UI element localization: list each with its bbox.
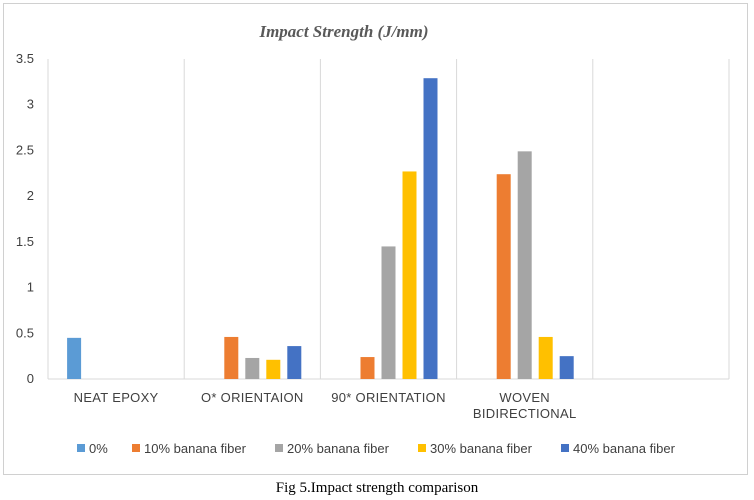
legend-swatch — [132, 444, 140, 452]
legend-swatch — [77, 444, 85, 452]
legend-swatch — [418, 444, 426, 452]
bar — [402, 171, 417, 379]
bar — [496, 174, 511, 379]
bar — [266, 359, 281, 379]
bar — [245, 357, 260, 379]
category-label: O* ORIENTAION — [201, 390, 304, 405]
bar — [517, 151, 532, 379]
bar — [423, 78, 438, 379]
bar — [287, 346, 302, 379]
category-label: 90* ORIENTATION — [331, 390, 446, 405]
figure-caption: Fig 5.Impact strength comparison — [275, 480, 479, 496]
impact-strength-chart: Impact Strength (J/mm) 00.511.522.533.5 … — [16, 22, 730, 456]
legend-label: 30% banana fiber — [430, 441, 533, 456]
category-label: NEAT EPOXY — [74, 390, 159, 405]
y-tick-label: 3 — [27, 97, 34, 112]
bar — [538, 336, 553, 379]
legend: 0% 10% banana fiber 20% banana fiber 30% ba… — [77, 441, 676, 456]
bars-layer — [67, 78, 574, 379]
y-tick-label: 3.5 — [16, 51, 34, 66]
legend-swatch — [275, 444, 283, 452]
y-tick-label: 0 — [27, 371, 34, 386]
chart-frame: Impact Strength (J/mm) 0 0.5 1 1.5 2 2.5 3 3.5 … — [3, 3, 748, 475]
bar — [381, 246, 396, 379]
y-tick-label: 2.5 — [16, 142, 34, 157]
y-tick-label: 1 — [27, 280, 34, 295]
legend-swatch — [561, 444, 569, 452]
y-axis-ticks: 0 0.5 1 1.5 2 2.5 3 3.5 — [16, 51, 34, 386]
legend-label: 0% — [89, 441, 108, 456]
bar — [67, 337, 82, 379]
legend-label: 10% banana fiber — [144, 441, 247, 456]
y-tick-label: 0.5 — [16, 325, 34, 340]
y-tick-label: 1.5 — [16, 234, 34, 249]
bar — [559, 356, 574, 379]
bar — [360, 357, 375, 379]
category-label: WOVEN — [499, 390, 550, 405]
chart-title: Impact Strength (J/mm) — [258, 22, 428, 41]
y-tick-label: 2 — [27, 188, 34, 203]
bar — [224, 336, 239, 379]
category-label: BIDIRECTIONAL — [473, 406, 577, 421]
x-axis-labels: NEAT EPOXY O* ORIENTAION 90* ORIENTATION WO… — [74, 390, 577, 421]
legend-label: 20% banana fiber — [287, 441, 390, 456]
legend-label: 40% banana fiber — [573, 441, 676, 456]
